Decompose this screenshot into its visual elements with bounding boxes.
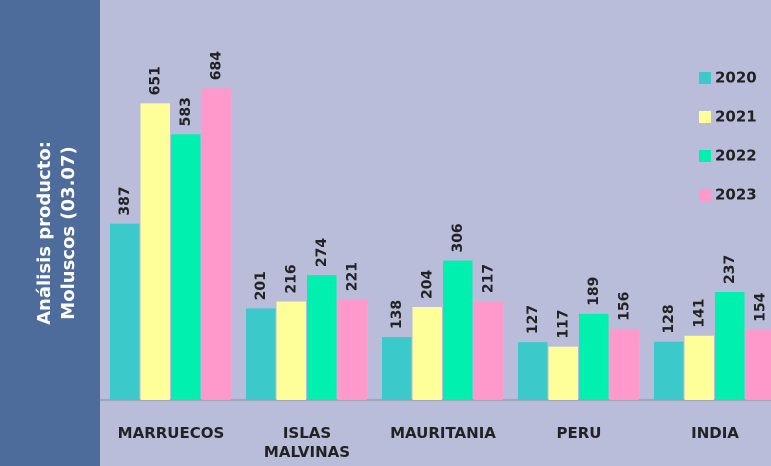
bar [715, 291, 745, 400]
bar [412, 307, 442, 400]
data-label: 117 [556, 309, 572, 338]
legend-swatch [699, 150, 711, 162]
bar [745, 329, 771, 400]
bar [307, 275, 337, 400]
data-label: 583 [178, 97, 194, 126]
data-label: 141 [692, 299, 708, 328]
bar [684, 335, 714, 400]
data-label: 128 [661, 304, 677, 333]
bar [548, 346, 578, 400]
legend-label: 2023 [715, 186, 757, 204]
legend-swatch [699, 72, 711, 84]
bar [518, 342, 548, 400]
legend-label: 2020 [715, 69, 757, 87]
data-label: 156 [617, 292, 633, 321]
legend-swatch [699, 111, 711, 123]
x-tick-label: INDIA [691, 424, 739, 442]
x-tick-label: PERU [556, 424, 602, 442]
bar [276, 301, 306, 400]
bar [140, 103, 170, 400]
bar [579, 313, 609, 400]
sidebar-title: Análisis producto: [34, 141, 55, 325]
legend-label: 2022 [715, 147, 757, 165]
bar [654, 341, 684, 400]
x-tick-label: MARRUECOS [117, 424, 225, 442]
bar [382, 337, 412, 400]
data-label: 237 [722, 255, 738, 284]
data-label: 684 [209, 51, 225, 80]
bar [110, 223, 140, 400]
bar [201, 88, 231, 400]
legend-label: 2021 [715, 108, 757, 126]
data-label: 204 [420, 270, 436, 299]
data-label: 189 [586, 277, 602, 306]
data-label: 217 [481, 264, 497, 293]
sidebar [0, 0, 100, 466]
data-label: 127 [525, 305, 541, 334]
data-label: 274 [314, 238, 330, 267]
data-label: 221 [345, 262, 361, 291]
sidebar-title: Moluscos (03.07) [58, 146, 79, 319]
x-tick-label: ISLAS MALVINAS [263, 424, 351, 461]
data-label: 387 [117, 186, 133, 215]
data-label: 651 [148, 66, 164, 95]
data-label: 306 [450, 223, 466, 252]
legend-swatch [699, 189, 711, 201]
bar [443, 260, 473, 400]
data-label: 138 [389, 300, 405, 329]
data-label: 216 [284, 264, 300, 293]
bar [473, 301, 503, 400]
bar [609, 328, 639, 400]
x-tick-label: MAURITANIA [390, 424, 496, 442]
data-label: 154 [753, 292, 769, 321]
bar [246, 308, 276, 400]
bar [171, 134, 201, 400]
data-label: 201 [253, 271, 269, 300]
bar [337, 299, 367, 400]
